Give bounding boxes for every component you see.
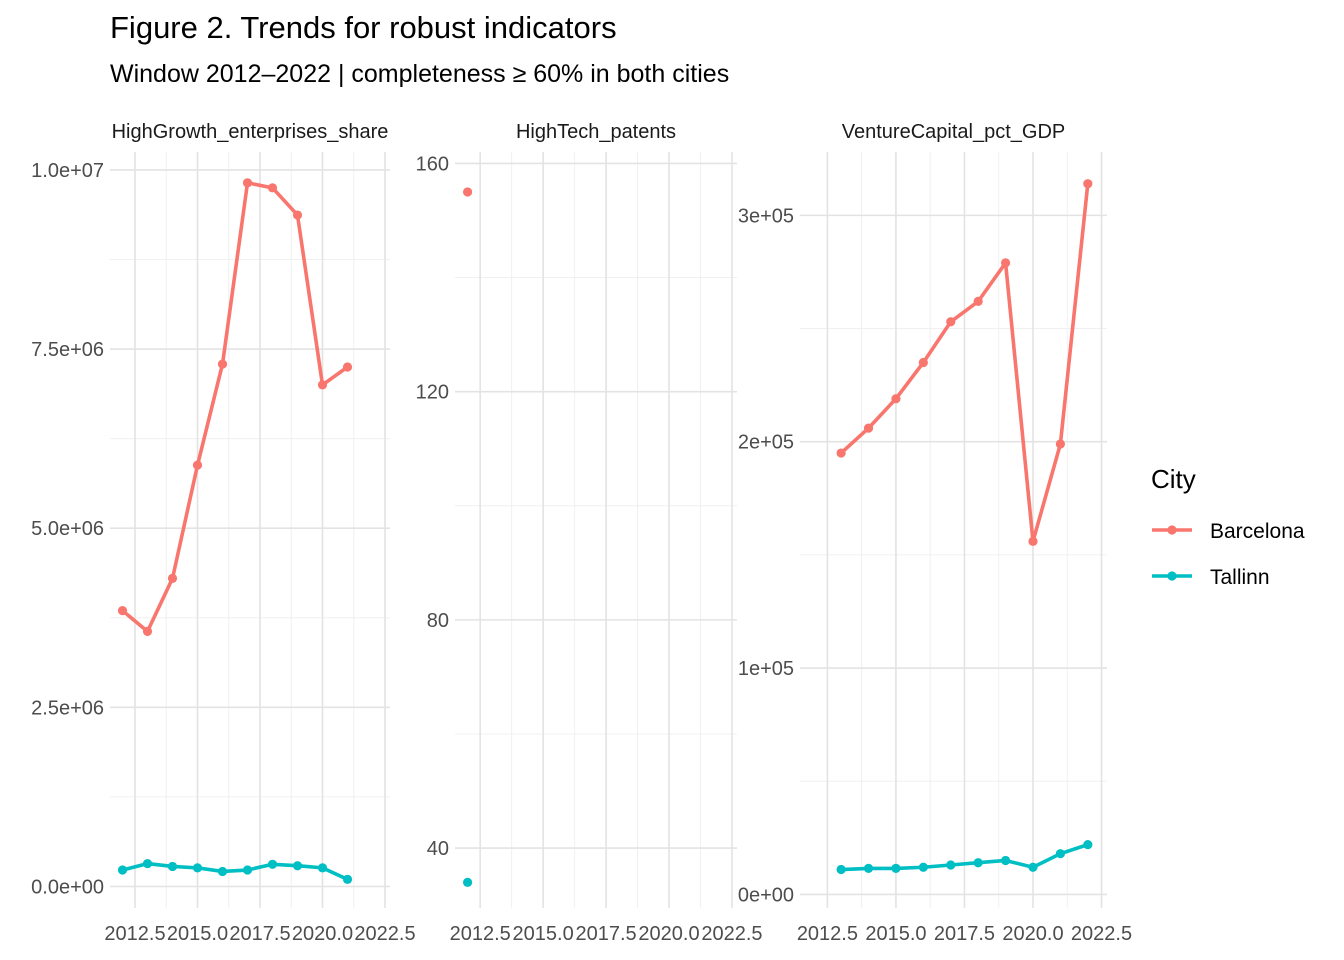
facet-panel-2: 40 80 120 160 2012.5 2015.0 2017.5 2020.0 2022.5… (416, 121, 763, 945)
data-point-barcelona (462, 187, 473, 197)
data-point-tallinn (918, 862, 928, 872)
y-tick-label: 2.5e+06 (31, 697, 104, 719)
data-point-tallinn (317, 863, 328, 873)
data-point-barcelona (317, 380, 328, 390)
data-point-barcelona (1028, 536, 1038, 546)
x-tick-label: 2017.5 (229, 923, 290, 945)
series-line-barcelona (121, 181, 349, 634)
x-tick-label: 2012.5 (104, 923, 165, 945)
series-line-tallinn (122, 861, 349, 881)
x-tick-label: 2012.5 (797, 923, 858, 945)
y-tick-label: 2e+05 (738, 432, 794, 454)
data-point-barcelona (891, 394, 901, 404)
x-tick-label: 2020.0 (638, 923, 699, 945)
legend-title: City (1151, 464, 1196, 494)
data-point-barcelona (1055, 439, 1066, 449)
legend-key-point (1167, 525, 1177, 535)
x-tick-label: 2020.0 (292, 923, 353, 945)
x-tick-label: 2015.0 (513, 923, 574, 945)
data-point-tallinn (1083, 840, 1093, 850)
y-tick-label: 1.0e+07 (31, 160, 104, 182)
y-tick-label: 40 (427, 838, 449, 860)
data-point-tallinn (167, 861, 178, 872)
facet-strip-title: HighTech_patents (516, 121, 676, 143)
data-point-barcelona (973, 296, 983, 306)
data-point-barcelona (242, 178, 253, 188)
y-tick-label: 3e+05 (738, 205, 794, 227)
y-tick-label: 1e+05 (738, 658, 794, 680)
data-point-tallinn (267, 859, 278, 869)
y-tick-label: 80 (427, 610, 449, 632)
data-point-barcelona (1083, 179, 1093, 189)
x-tick-label: 2022.5 (354, 923, 415, 945)
data-point-tallinn (891, 863, 901, 873)
data-point-barcelona (342, 362, 353, 372)
data-point-barcelona (217, 359, 228, 369)
facet-panel-1: 0.0e+00 2.5e+06 5.0e+06 7.5e+06 1.0e+07 2012.… (31, 121, 415, 945)
data-point-barcelona (142, 626, 153, 636)
x-tick-label: 2020.0 (1002, 923, 1063, 945)
data-point-barcelona (863, 423, 874, 433)
facet-panel-3: 0e+00 1e+05 2e+05 3e+05 2012.5 2015.0 2017.5 20… (738, 121, 1132, 945)
y-tick-label: 120 (416, 382, 449, 404)
x-tick-label: 2012.5 (450, 923, 511, 945)
series-line-barcelona (839, 183, 1090, 544)
data-point-barcelona (836, 448, 846, 458)
data-point-tallinn (117, 865, 128, 875)
data-point-barcelona (167, 573, 178, 583)
facet-strip-title: VentureCapital_pct_GDP (842, 121, 1065, 143)
x-tick-label: 2022.5 (1071, 923, 1132, 945)
y-tick-label: 0.0e+00 (31, 877, 104, 899)
y-tick-label: 7.5e+06 (31, 339, 104, 361)
chart-subtitle: Window 2012–2022 | completeness ≥ 60% in… (110, 60, 730, 88)
data-point-tallinn (836, 864, 846, 875)
data-point-tallinn (1055, 849, 1066, 859)
y-tick-label: 0e+00 (738, 884, 794, 906)
data-point-tallinn (217, 866, 228, 877)
data-point-tallinn (192, 863, 203, 873)
legend: City Barcelona Tallinn (1151, 464, 1305, 589)
data-point-tallinn (1000, 855, 1011, 866)
data-point-barcelona (267, 183, 278, 193)
data-point-tallinn (462, 877, 473, 887)
y-tick-label: 5.0e+06 (31, 518, 104, 540)
x-tick-label: 2015.0 (167, 923, 228, 945)
legend-key-point (1167, 571, 1177, 581)
x-tick-label: 2017.5 (575, 923, 636, 945)
data-point-barcelona (918, 357, 928, 368)
data-point-barcelona (192, 460, 203, 470)
data-point-barcelona (117, 606, 128, 616)
x-tick-label: 2015.0 (865, 923, 926, 945)
legend-label: Barcelona (1210, 520, 1305, 543)
y-tick-label: 160 (416, 153, 449, 175)
series-line-tallinn (841, 842, 1089, 872)
legend-label: Tallinn (1210, 566, 1270, 589)
data-point-tallinn (142, 858, 153, 869)
data-point-barcelona (292, 210, 303, 220)
data-point-tallinn (292, 861, 303, 871)
data-point-tallinn (242, 865, 253, 875)
data-point-barcelona (1000, 258, 1011, 268)
data-point-tallinn (342, 874, 353, 884)
data-point-barcelona (946, 317, 956, 327)
x-tick-label: 2017.5 (934, 923, 995, 945)
data-point-tallinn (946, 860, 956, 870)
data-point-tallinn (863, 863, 874, 873)
data-point-tallinn (1028, 862, 1038, 872)
x-tick-label: 2022.5 (701, 923, 762, 945)
facet-strip-title: HighGrowth_enterprises_share (112, 121, 389, 143)
chart-title: Figure 2. Trends for robust indicators (110, 10, 617, 45)
data-point-tallinn (973, 858, 983, 868)
